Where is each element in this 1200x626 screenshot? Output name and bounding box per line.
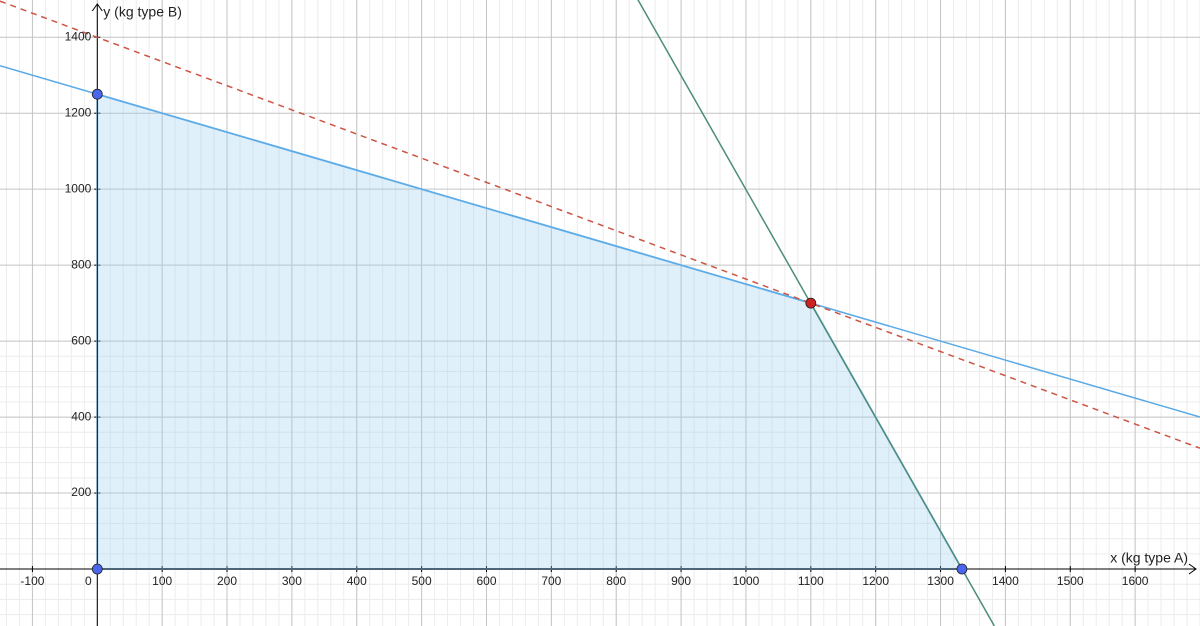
- point: [91, 563, 103, 575]
- y-tick-label: 1200: [65, 105, 92, 119]
- axes: [0, 3, 1197, 626]
- x-tick-label: 700: [541, 574, 561, 588]
- x-axis-arrow: [1188, 563, 1197, 575]
- y-tick-label: 400: [71, 409, 91, 423]
- x-tick-label: 200: [217, 574, 237, 588]
- x-tick-label: -100: [20, 574, 44, 588]
- point: [91, 88, 103, 100]
- points-layer: [91, 88, 968, 575]
- x-axis-title: x (kg type A): [1110, 550, 1188, 566]
- y-tick-label: 1000: [65, 181, 92, 195]
- y-axis-title: y (kg type B): [103, 4, 182, 20]
- objective-line: [0, 0, 1200, 449]
- x-tick-label: 100: [152, 574, 172, 588]
- x-tick-label: 0: [85, 574, 92, 588]
- y-tick-label: 600: [71, 333, 91, 347]
- point: [956, 563, 968, 575]
- feasible-region-layer: [96, 92, 964, 571]
- x-tick-label: 500: [412, 574, 432, 588]
- x-tick-label: 300: [282, 574, 302, 588]
- x-tick-label: 1600: [1122, 574, 1149, 588]
- x-tick-label: 1200: [862, 574, 889, 588]
- y-tick-label: 800: [71, 257, 91, 271]
- constraint-line: [637, 0, 996, 626]
- x-tick-label: 1500: [1057, 574, 1084, 588]
- x-tick-label: 600: [476, 574, 496, 588]
- constraint-line: [0, 64, 1200, 418]
- y-axis-arrow: [91, 3, 103, 12]
- labels-layer: -100 0 100 200 300 400 500 600 700 800 900 1000 1100…: [20, 29, 1148, 588]
- feasible-region: [96, 92, 964, 571]
- x-tick-label: 800: [606, 574, 626, 588]
- x-tick-label: 1400: [992, 574, 1019, 588]
- x-tick-label: 1100: [798, 574, 824, 588]
- x-tick-label: 400: [347, 574, 367, 588]
- y-tick-label: 200: [71, 485, 91, 499]
- x-tick-label: 1000: [733, 574, 760, 588]
- x-tick-label: 1300: [927, 574, 954, 588]
- point: [805, 297, 817, 309]
- y-tick-label: 1400: [65, 29, 92, 43]
- x-tick-label: 900: [671, 574, 691, 588]
